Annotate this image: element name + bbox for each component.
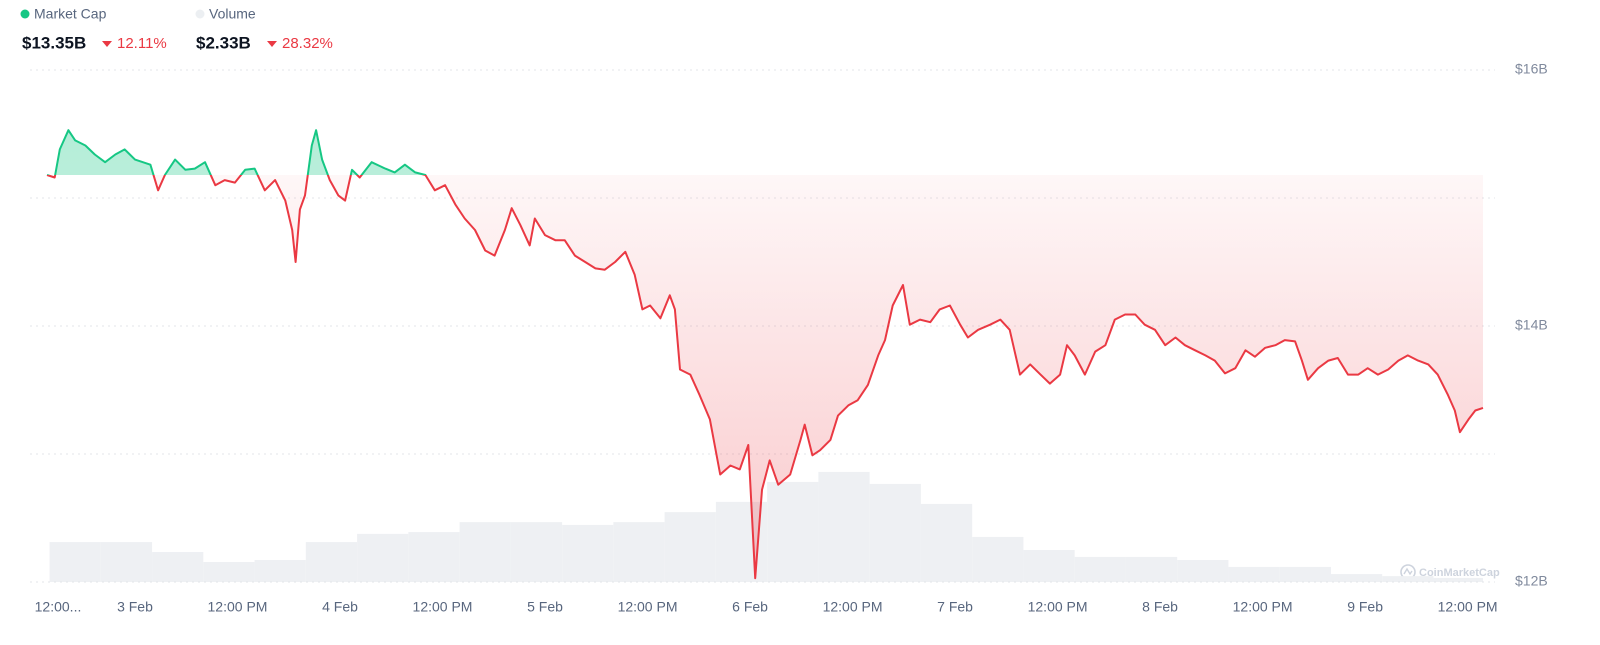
x-tick-label: 12:00... — [35, 599, 82, 615]
y-tick-label: $14B — [1515, 317, 1548, 333]
volume-bar — [664, 512, 716, 582]
volume-bar — [1074, 556, 1126, 582]
volume-bar — [510, 522, 563, 582]
volume-bar — [408, 532, 460, 582]
x-tick-label: 12:00 PM — [823, 599, 883, 615]
volume-bar — [1228, 566, 1280, 582]
volume-bar — [100, 542, 153, 582]
x-tick-label: 3 Feb — [117, 599, 153, 615]
volume-bar — [920, 503, 973, 582]
x-tick-label: 12:00 PM — [1438, 599, 1498, 615]
x-tick-label: 12:00 PM — [208, 599, 268, 615]
volume-bar — [1330, 574, 1383, 582]
volume-bar — [254, 559, 306, 582]
volume-bar — [972, 536, 1024, 582]
x-tick-label: 9 Feb — [1347, 599, 1383, 615]
volume-bar — [459, 522, 511, 582]
down-arrow — [267, 41, 277, 47]
volume-bar — [1023, 550, 1075, 582]
y-tick-label: $16B — [1515, 61, 1548, 77]
legend-dot — [20, 9, 30, 19]
watermark-text: CoinMarketCap — [1419, 567, 1500, 579]
volume-bar — [869, 483, 921, 582]
volume-bar — [1177, 559, 1229, 582]
down-arrow — [102, 41, 112, 47]
y-tick-label: $12B — [1515, 573, 1548, 589]
x-tick-label: 12:00 PM — [413, 599, 473, 615]
x-tick-label: 5 Feb — [527, 599, 563, 615]
line — [46, 129, 1484, 580]
volume-bar — [203, 562, 255, 582]
volume-bar — [1125, 556, 1178, 582]
volume-bar — [1382, 576, 1434, 582]
volume-bar — [357, 533, 409, 582]
legend-dot — [195, 9, 205, 19]
area — [47, 130, 1483, 579]
x-tick-label: 12:00 PM — [1233, 599, 1293, 615]
x-tick-label: 8 Feb — [1142, 599, 1178, 615]
summary-value: $2.33B — [196, 33, 251, 52]
volume-bar — [305, 542, 358, 582]
volume-bar — [818, 471, 870, 582]
x-tick-label: 12:00 PM — [1028, 599, 1088, 615]
legend-label[interactable]: Market Cap — [34, 6, 107, 22]
x-tick-label: 7 Feb — [937, 599, 973, 615]
volume-bar — [562, 524, 614, 582]
x-tick-label: 6 Feb — [732, 599, 768, 615]
summary-value: $13.35B — [22, 33, 86, 52]
x-tick-label: 12:00 PM — [618, 599, 678, 615]
x-tick-label: 4 Feb — [322, 599, 358, 615]
legend-label[interactable]: Volume — [209, 6, 256, 22]
volume-bar — [152, 552, 204, 582]
volume-bar — [49, 542, 101, 582]
volume-bar — [1279, 566, 1331, 582]
volume-bar — [1433, 577, 1483, 582]
volume-bar — [767, 481, 819, 582]
volume-bar — [613, 522, 665, 582]
summary-change: 28.32% — [282, 35, 333, 52]
summary-change: 12.11% — [117, 35, 167, 52]
